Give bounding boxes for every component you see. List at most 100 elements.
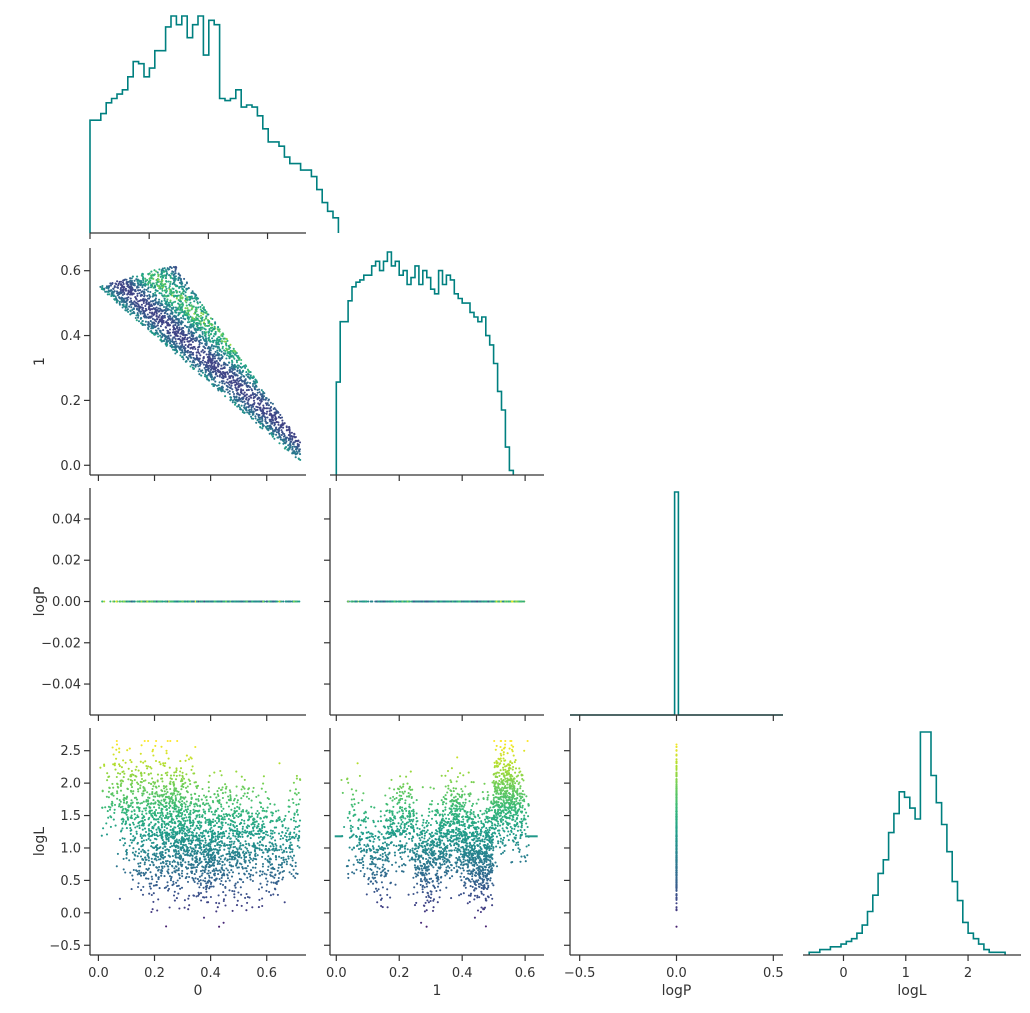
scatter-point bbox=[202, 351, 205, 354]
scatter-point bbox=[163, 339, 166, 343]
scatter-point bbox=[165, 274, 168, 277]
scatter-point bbox=[240, 818, 243, 821]
scatter-point bbox=[212, 339, 215, 343]
scatter-point bbox=[188, 351, 191, 354]
scatter-point bbox=[223, 337, 226, 340]
scatter-point bbox=[197, 306, 200, 309]
scatter-point bbox=[189, 783, 192, 786]
scatter-point bbox=[124, 842, 127, 845]
scatter-point bbox=[194, 817, 197, 820]
scatter-point bbox=[129, 297, 132, 300]
scatter-point bbox=[119, 280, 123, 283]
scatter-point bbox=[161, 275, 164, 278]
scatter-point bbox=[163, 309, 166, 312]
scatter-point bbox=[130, 761, 133, 764]
scatter-point bbox=[223, 366, 226, 370]
scatter-point bbox=[231, 401, 234, 404]
scatter-point bbox=[165, 749, 168, 752]
scatter-point bbox=[122, 759, 125, 762]
scatter-point bbox=[179, 600, 182, 603]
scatter-point bbox=[239, 372, 242, 375]
scatter-point bbox=[159, 338, 162, 342]
scatter-point bbox=[169, 334, 172, 337]
scatter-point bbox=[185, 313, 189, 316]
scatter-point bbox=[185, 360, 188, 363]
scatter-point bbox=[256, 842, 259, 845]
scatter-point bbox=[147, 322, 150, 325]
scatter-point bbox=[201, 371, 204, 374]
scatter-point bbox=[214, 350, 217, 353]
scatter-point bbox=[241, 371, 244, 374]
scatter-point bbox=[152, 277, 155, 280]
scatter-point bbox=[220, 803, 223, 806]
y-axis-label: logP bbox=[32, 587, 48, 617]
scatter-point bbox=[168, 863, 171, 866]
scatter-point bbox=[244, 402, 247, 405]
scatter-point bbox=[181, 329, 184, 333]
scatter-point bbox=[162, 295, 165, 298]
scatter-point bbox=[213, 352, 216, 355]
scatter-point bbox=[183, 324, 187, 327]
scatter-point bbox=[212, 347, 215, 350]
scatter-point bbox=[181, 356, 184, 359]
scatter-point bbox=[120, 291, 124, 294]
scatter-point bbox=[201, 326, 204, 329]
scatter-point bbox=[195, 351, 198, 354]
scatter-point bbox=[146, 326, 150, 330]
scatter-point bbox=[118, 747, 121, 750]
scatter-point bbox=[291, 445, 294, 448]
scatter-point bbox=[285, 850, 288, 854]
scatter-point bbox=[222, 380, 225, 383]
scatter-point bbox=[135, 319, 138, 322]
scatter-point bbox=[181, 351, 184, 354]
scatter-point bbox=[153, 311, 156, 314]
scatter-point bbox=[229, 376, 232, 379]
scatter-point bbox=[161, 319, 164, 322]
scatter-point bbox=[209, 895, 212, 899]
scatter-point bbox=[161, 289, 164, 292]
scatter-point bbox=[235, 847, 238, 850]
scatter-point bbox=[161, 847, 165, 850]
scatter-point bbox=[140, 781, 143, 784]
scatter-point bbox=[182, 303, 185, 306]
scatter-point bbox=[138, 283, 141, 286]
scatter-point bbox=[166, 870, 169, 873]
scatter-point bbox=[185, 800, 188, 803]
scatter-point bbox=[187, 318, 190, 321]
scatter-point bbox=[217, 894, 220, 897]
scatter-point bbox=[163, 267, 166, 270]
scatter-point bbox=[290, 440, 293, 443]
scatter-point bbox=[236, 364, 239, 367]
scatter-point bbox=[220, 876, 223, 879]
scatter-point bbox=[240, 375, 243, 379]
scatter-point bbox=[140, 774, 143, 777]
scatter-point bbox=[170, 272, 173, 275]
scatter-point bbox=[274, 855, 277, 858]
scatter-point bbox=[189, 315, 192, 318]
scatter-point bbox=[177, 276, 180, 279]
scatter-point bbox=[188, 298, 191, 301]
scatter-point bbox=[228, 840, 231, 843]
scatter-point bbox=[240, 600, 243, 603]
scatter-point bbox=[227, 823, 230, 826]
scatter-point bbox=[170, 304, 174, 307]
scatter-point bbox=[190, 333, 193, 336]
scatter-point bbox=[157, 803, 160, 806]
scatter-point bbox=[215, 867, 218, 870]
scatter-point bbox=[178, 342, 181, 345]
scatter-point bbox=[234, 402, 237, 405]
scatter-point bbox=[271, 402, 274, 405]
scatter-point bbox=[160, 300, 163, 303]
scatter-point bbox=[265, 425, 268, 428]
scatter-point bbox=[265, 412, 268, 415]
scatter-point bbox=[141, 290, 144, 293]
scatter-point bbox=[165, 788, 168, 791]
scatter-point bbox=[181, 302, 184, 305]
scatter-point bbox=[255, 405, 258, 408]
scatter-point bbox=[284, 442, 287, 445]
scatter-point bbox=[203, 360, 207, 363]
scatter-point bbox=[158, 268, 161, 271]
scatter-point bbox=[262, 600, 265, 603]
scatter-point bbox=[497, 600, 500, 603]
scatter-point bbox=[251, 392, 254, 395]
